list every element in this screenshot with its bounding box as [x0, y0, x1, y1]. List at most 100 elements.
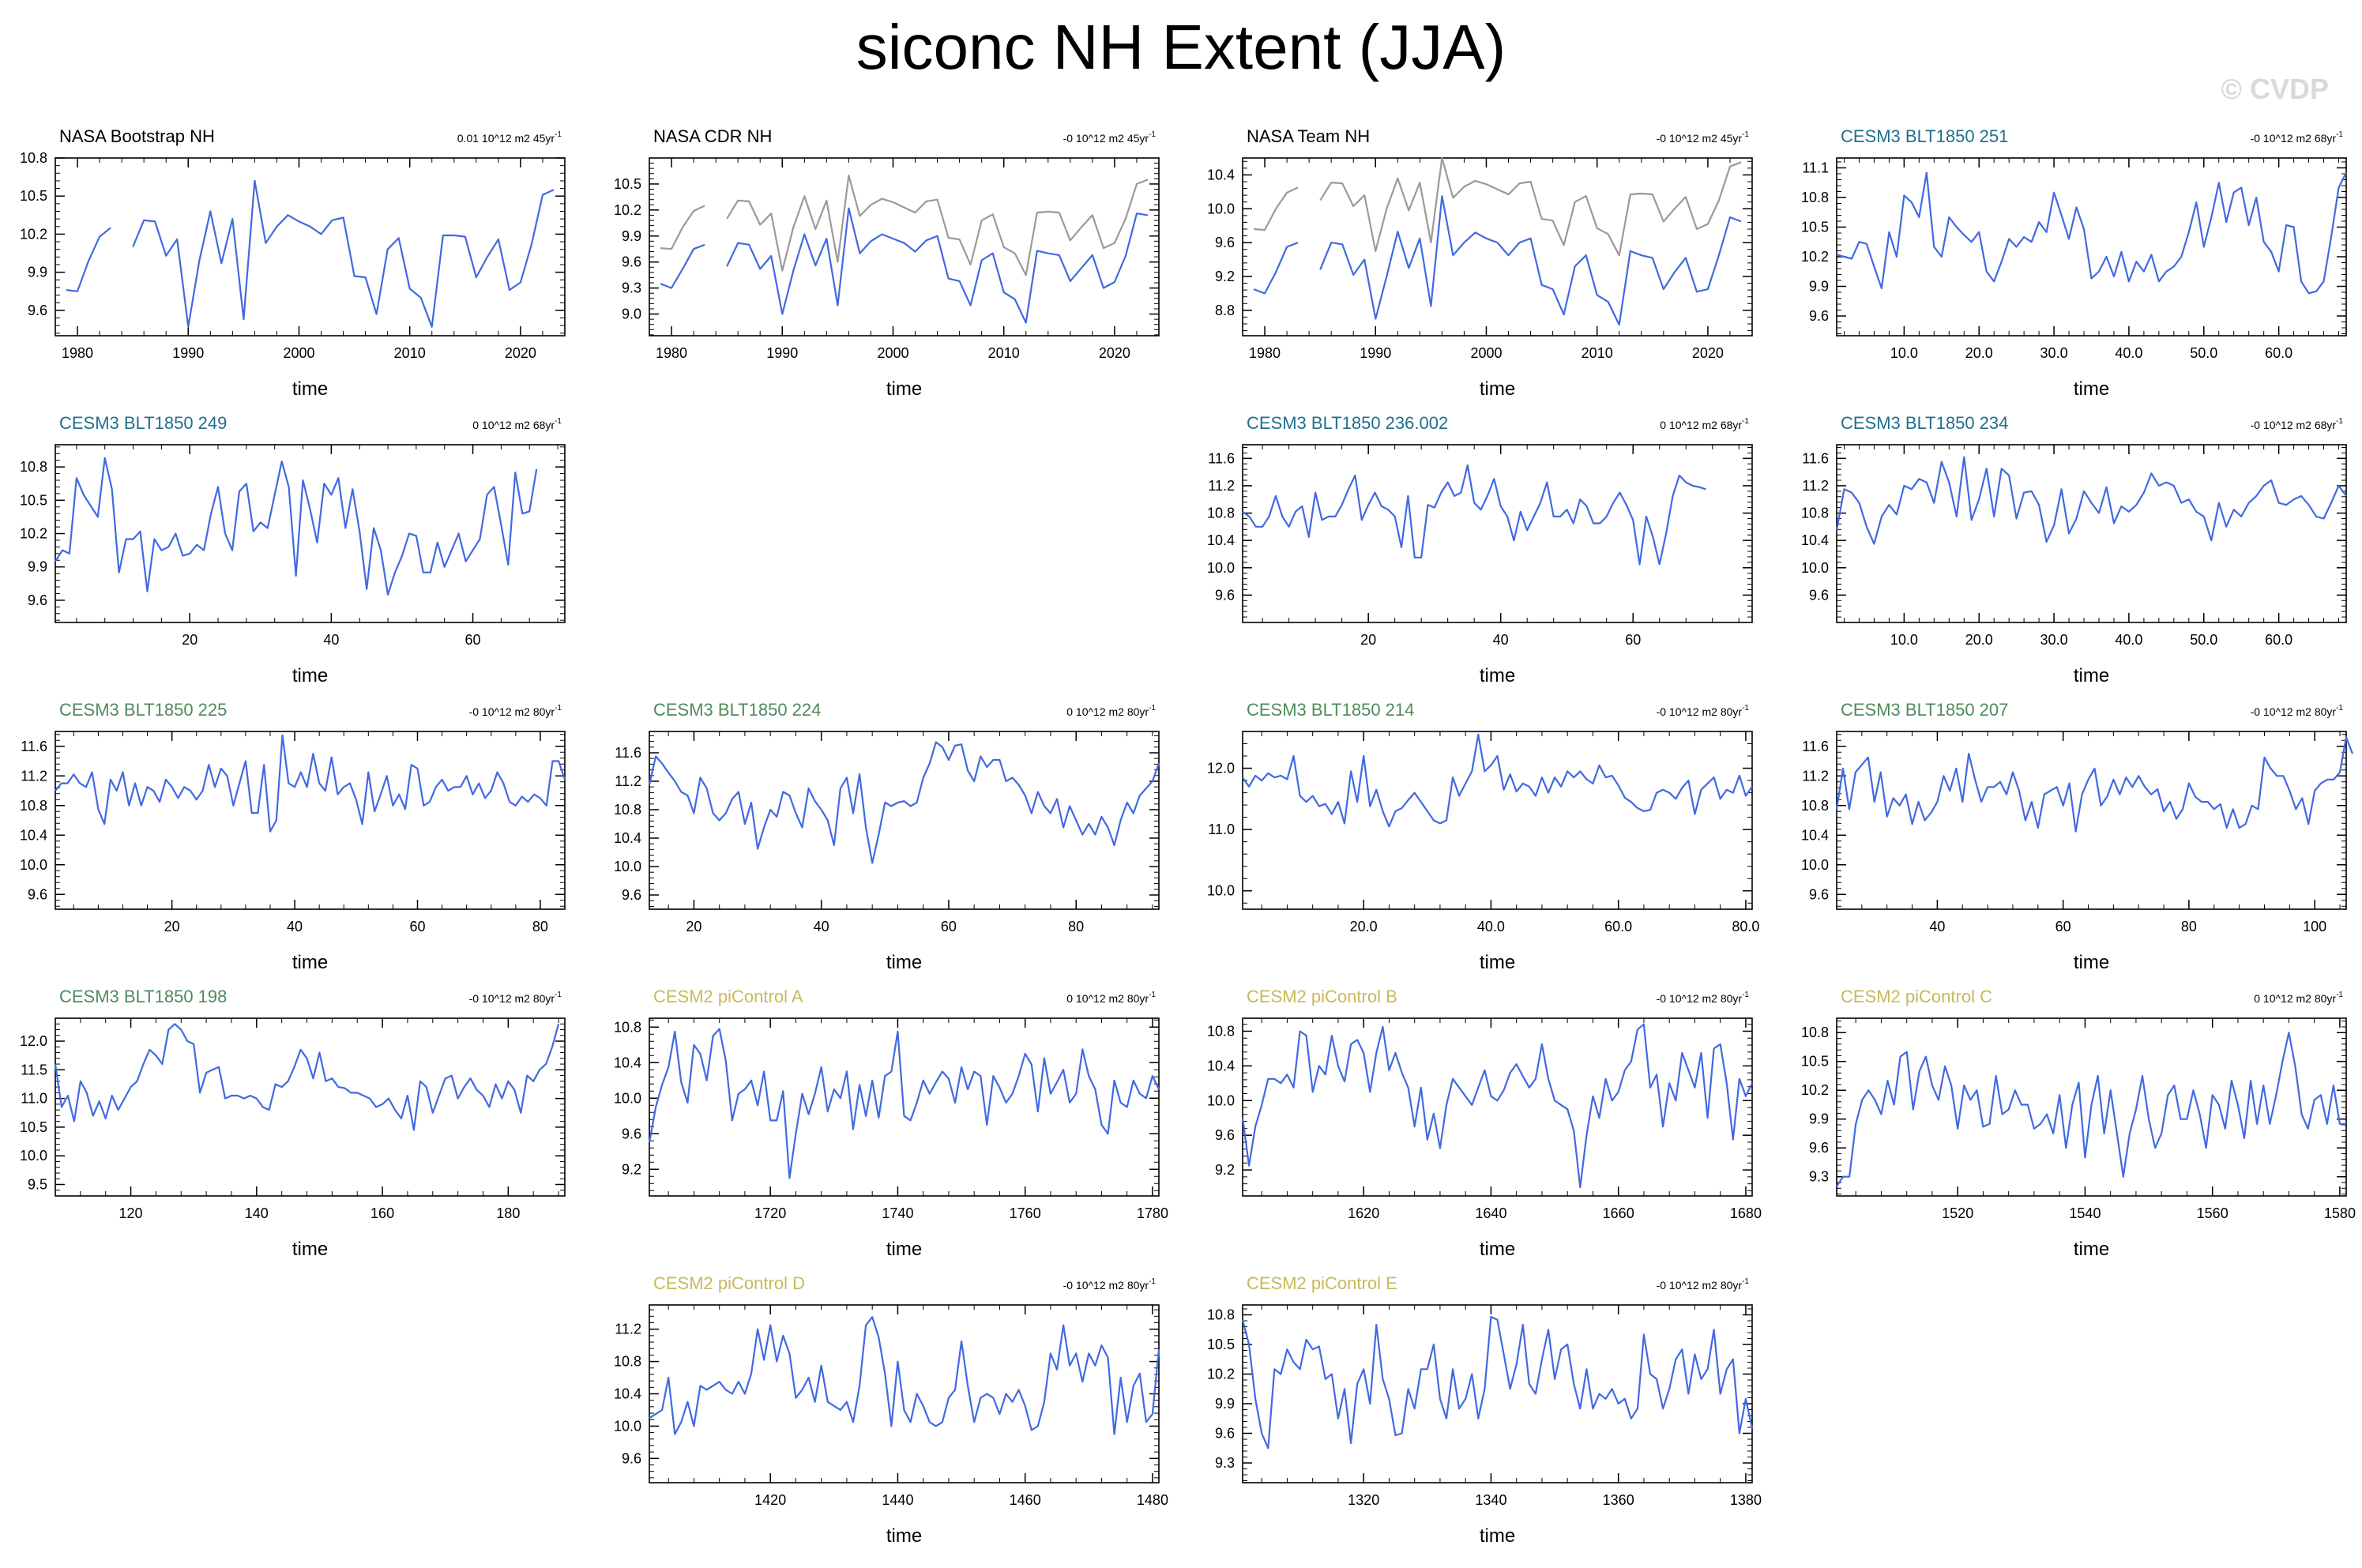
- chart-annotation: 0 10^12 m2 80yr-1: [2254, 991, 2343, 1005]
- y-tick-label: 10.5: [20, 188, 47, 204]
- y-tick-label: 9.6: [622, 1126, 641, 1141]
- y-tick-label: 9.6: [1215, 1127, 1235, 1143]
- plot-frame: [55, 1017, 566, 1197]
- y-tick-label: 10.0: [614, 859, 641, 874]
- plot-frame: [1242, 1304, 1753, 1483]
- x-tick-label: 10.0: [1890, 632, 1918, 648]
- chart-panel-12: CESM3 BLT1850 198 -0 10^12 m2 80yr-1 time 1…: [20, 987, 566, 1260]
- x-tick-label: 80: [532, 919, 548, 934]
- plot-frame: [55, 157, 566, 337]
- chart-title: NASA CDR NH: [653, 126, 772, 146]
- y-tick-label: 8.8: [1215, 303, 1235, 318]
- series-line-1: [1242, 733, 1753, 828]
- y-tick-label: 10.2: [1801, 249, 1829, 265]
- chart-annotation: -0 10^12 m2 68yr-1: [2251, 130, 2344, 145]
- y-tick-label: 10.8: [1801, 1025, 1829, 1040]
- x-tick-label: 50.0: [2190, 632, 2217, 648]
- chart-panel-16: CESM2 piControl D -0 10^12 m2 80yr-1 time 1…: [614, 1273, 1168, 1547]
- chart-panel-7: CESM3 BLT1850 234 -0 10^12 m2 68yr-1 time 1…: [1801, 413, 2347, 686]
- y-tick-label: 9.3: [622, 280, 641, 296]
- y-tick-label: 11.2: [21, 768, 47, 784]
- x-tick-label: 1720: [754, 1205, 786, 1221]
- chart-annotation: 0 10^12 m2 80yr-1: [1066, 704, 1156, 718]
- y-tick-label: 10.8: [20, 150, 47, 166]
- chart-title: CESM3 BLT1850 236.002: [1247, 413, 1448, 433]
- y-tick-label: 11.2: [1802, 478, 1829, 494]
- plot-frame: [1836, 1017, 2347, 1197]
- x-tick-label: 50.0: [2190, 345, 2217, 361]
- y-tick-label: 10.5: [20, 1119, 47, 1135]
- x-tick-label: 1680: [1730, 1205, 1762, 1221]
- y-tick-label: 10.2: [1801, 1082, 1829, 1098]
- x-tick-label: 1340: [1475, 1492, 1506, 1508]
- y-tick-label: 10.0: [614, 1090, 641, 1106]
- y-tick-label: 11.6: [21, 739, 47, 754]
- y-tick-label: 9.0: [622, 306, 641, 322]
- chart-title: CESM2 piControl B: [1247, 987, 1397, 1006]
- y-tick-label: 10.0: [1207, 201, 1235, 216]
- x-tick-label: 60: [465, 632, 481, 648]
- y-tick-label: 11.2: [1208, 478, 1235, 494]
- y-tick-label: 10.0: [20, 857, 47, 873]
- y-tick-label: 10.5: [1801, 220, 1829, 235]
- chart-annotation: 0.01 10^12 m2 45yr-1: [457, 130, 562, 145]
- x-tick-label: 2000: [1470, 345, 1502, 361]
- y-tick-label: 10.8: [1801, 798, 1829, 814]
- x-tick-label: 20: [164, 919, 180, 934]
- plot-frame: [649, 1017, 1160, 1197]
- x-tick-label: 20.0: [1965, 632, 1993, 648]
- plot-frame: [1242, 1017, 1753, 1197]
- series-line-1: [660, 174, 1149, 276]
- series-line-1: [648, 741, 1160, 864]
- chart-panel-10: CESM3 BLT1850 214 -0 10^12 m2 80yr-1 time 2…: [1207, 700, 1760, 973]
- x-axis-label: time: [886, 1525, 922, 1547]
- x-axis-label: time: [2074, 1239, 2109, 1260]
- chart-title: CESM3 BLT1850 198: [59, 987, 227, 1006]
- x-tick-label: 60.0: [2265, 345, 2292, 361]
- y-tick-label: 9.2: [1215, 269, 1235, 284]
- y-tick-label: 10.8: [1801, 506, 1829, 521]
- x-tick-label: 1620: [1348, 1205, 1379, 1221]
- x-axis-label: time: [1480, 1239, 1515, 1260]
- x-tick-label: 1990: [172, 345, 204, 361]
- chart-panel-11: CESM3 BLT1850 207 -0 10^12 m2 80yr-1 time 4…: [1801, 700, 2354, 973]
- y-tick-label: 10.8: [1207, 1023, 1235, 1039]
- x-tick-label: 1360: [1603, 1492, 1634, 1508]
- x-tick-label: 1560: [2197, 1205, 2228, 1221]
- x-tick-label: 1980: [1249, 345, 1281, 361]
- series-line-1: [1836, 1032, 2346, 1187]
- x-tick-label: 60.0: [2265, 632, 2292, 648]
- y-tick-label: 10.0: [1207, 1092, 1235, 1108]
- x-tick-label: 120: [119, 1205, 143, 1221]
- chart-title: CESM3 BLT1850 225: [59, 700, 227, 720]
- x-tick-label: 40: [814, 919, 829, 934]
- y-tick-label: 10.8: [20, 459, 47, 475]
- chart-title: CESM3 BLT1850 224: [653, 700, 821, 720]
- x-axis-label: time: [292, 952, 328, 973]
- page-title: siconc NH Extent (JJA): [856, 12, 1506, 82]
- y-tick-label: 9.6: [1809, 308, 1829, 324]
- series-line-1: [1835, 456, 2347, 545]
- y-tick-label: 10.4: [1801, 532, 1829, 548]
- x-tick-label: 20.0: [1965, 345, 1993, 361]
- chart-title: CESM2 piControl E: [1247, 1273, 1397, 1293]
- watermark: © CVDP: [2221, 73, 2329, 105]
- x-tick-label: 2020: [505, 345, 536, 361]
- y-tick-label: 10.4: [614, 1055, 641, 1070]
- y-tick-label: 11.2: [1802, 768, 1829, 784]
- y-tick-label: 10.2: [20, 526, 47, 542]
- y-tick-label: 9.6: [28, 592, 47, 608]
- y-tick-label: 9.3: [1809, 1169, 1829, 1185]
- series-line-1: [55, 457, 538, 596]
- chart-panel-15: CESM2 piControl C 0 10^12 m2 80yr-1 time 15…: [1801, 987, 2356, 1260]
- x-tick-label: 80: [1068, 919, 1084, 934]
- x-tick-label: 1740: [882, 1205, 913, 1221]
- y-tick-label: 9.9: [28, 559, 47, 575]
- y-tick-label: 10.4: [614, 1386, 641, 1402]
- x-tick-label: 2000: [877, 345, 908, 361]
- x-tick-label: 10.0: [1890, 345, 1918, 361]
- x-tick-label: 40.0: [2115, 345, 2142, 361]
- x-tick-label: 1420: [754, 1492, 786, 1508]
- series-line-1: [649, 1316, 1160, 1435]
